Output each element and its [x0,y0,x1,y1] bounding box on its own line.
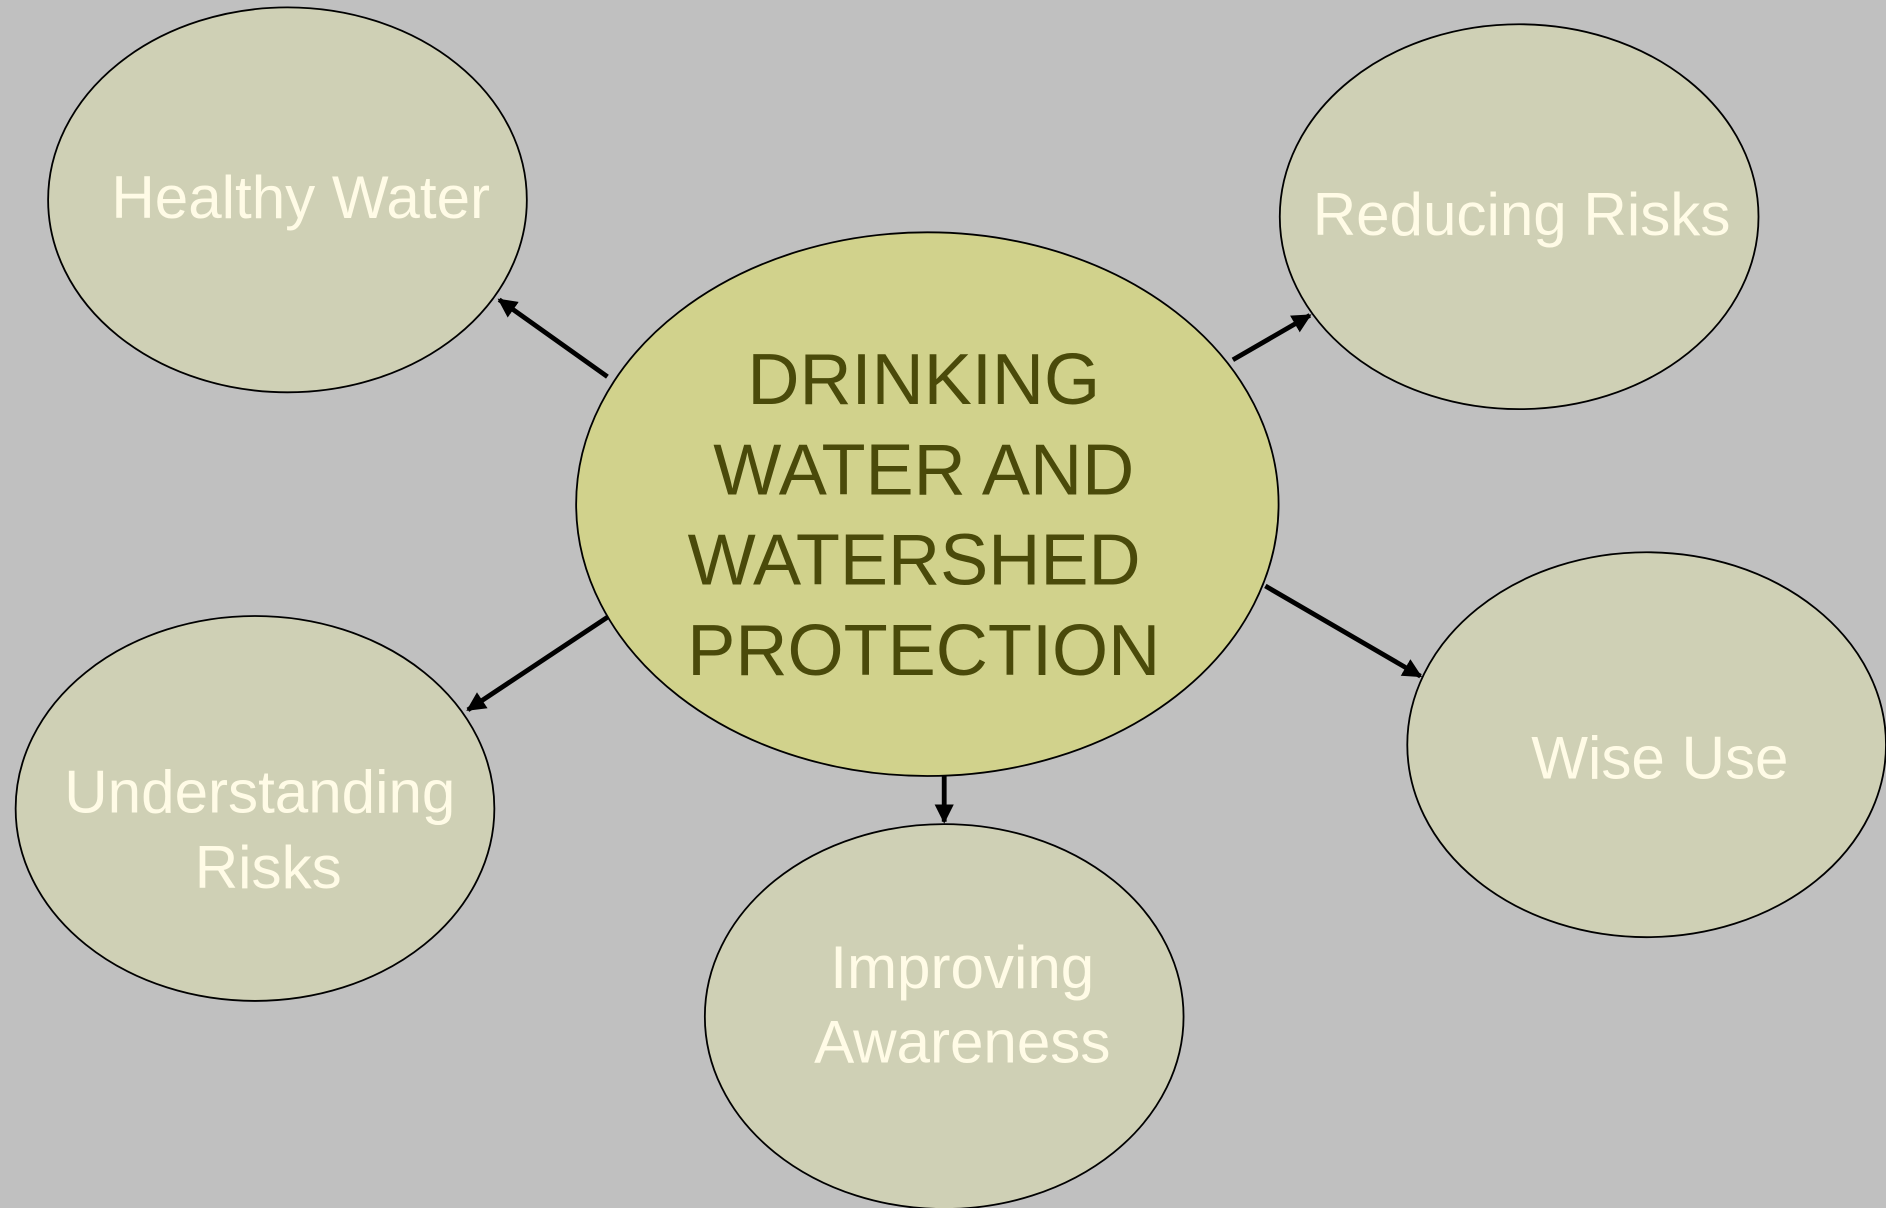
node-label: Wise Use [1531,725,1788,792]
node-ellipse [704,823,1185,1208]
node-ellipse [14,615,496,1002]
node-label: Reducing Risks [1313,181,1731,248]
node-label: Healthy Water [111,164,490,231]
node-label: Understanding [64,758,455,825]
node-label: Risks [195,834,342,901]
node-ellipse [1406,551,1886,939]
node-ellipse [47,6,528,394]
arrow [1264,583,1423,679]
node-ellipse [1278,23,1760,411]
center-ellipse [575,231,1280,777]
arrow [466,615,609,712]
node-label: Improving [830,934,1094,1001]
center-label: PROTECTION [687,611,1160,691]
center-label: WATERSHED [688,521,1141,601]
arrow [497,297,609,379]
arrow [1231,313,1312,362]
center-label: WATER AND [713,430,1134,510]
node-label: Awareness [814,1009,1110,1076]
center-label: DRINKING [747,340,1100,420]
